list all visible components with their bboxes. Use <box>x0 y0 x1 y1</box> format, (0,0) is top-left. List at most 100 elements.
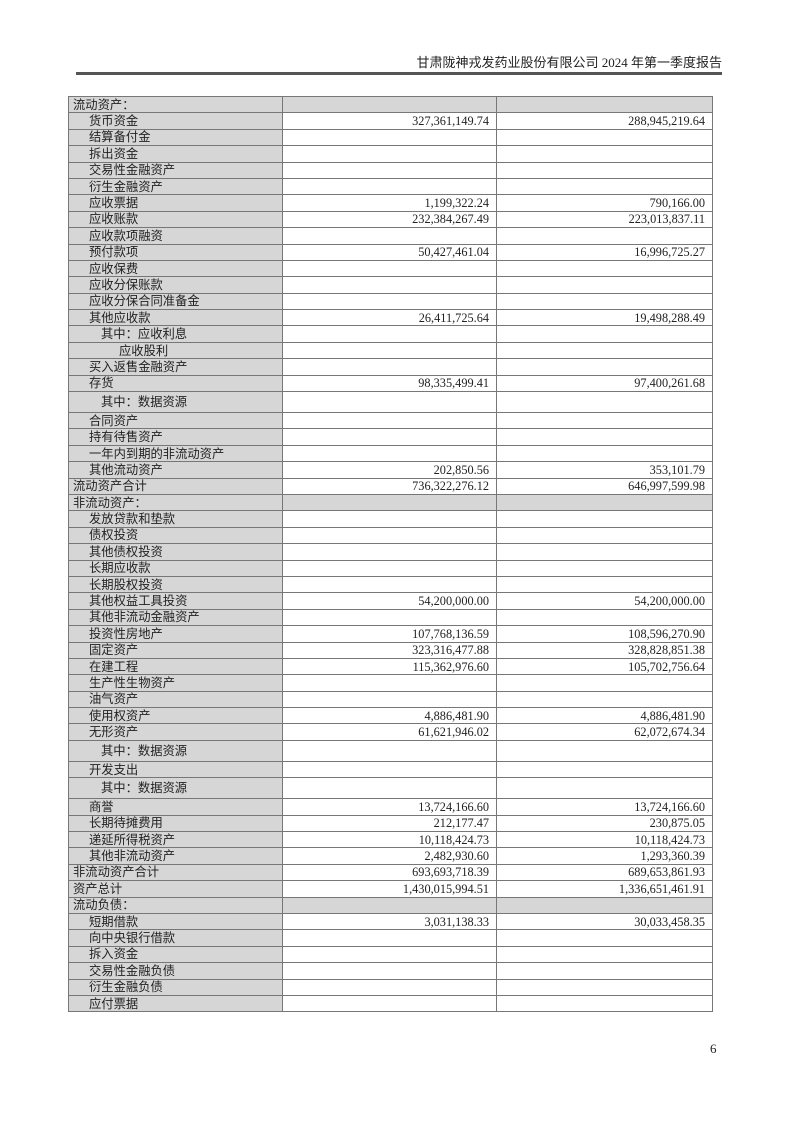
table-row: 应付票据 <box>68 994 713 1013</box>
row-label: 应收款项融资 <box>68 227 283 245</box>
row-label: 应付票据 <box>68 994 283 1013</box>
row-label: 其中：数据资源 <box>68 777 283 800</box>
prior-year-end-value: 689,653,861.93 <box>496 863 713 882</box>
row-label: 油气资产 <box>68 690 283 709</box>
row-label: 向中央银行借款 <box>68 929 283 947</box>
table-row: 长期待摊费用 212,177.47 230,875.05 <box>68 814 713 833</box>
table-row: 应收保费 <box>68 259 713 278</box>
period-end-value: 61,621,946.02 <box>282 723 497 741</box>
table-row: 其中：数据资源 <box>68 777 713 800</box>
row-label: 发放贷款和垫款 <box>68 510 283 528</box>
table-row: 应收股利 <box>68 341 713 360</box>
table-row: 应收票据 1,199,322.24 790,166.00 <box>68 194 713 212</box>
table-row: 拆入资金 <box>68 945 713 964</box>
table-row: 应收分保合同准备金 <box>68 292 713 311</box>
period-end-value <box>282 994 497 1013</box>
row-label: 应收账款 <box>68 210 283 229</box>
header-divider <box>76 72 722 75</box>
row-label: 商誉 <box>68 798 283 816</box>
period-end-value: 54,200,000.00 <box>282 592 497 610</box>
row-label: 在建工程 <box>68 657 283 676</box>
prior-year-end-value <box>496 608 713 627</box>
row-label: 预付款项 <box>68 243 283 261</box>
prior-year-end-value <box>496 412 713 430</box>
prior-year-end-value: 97,400,261.68 <box>496 374 713 393</box>
period-end-value <box>282 493 497 512</box>
row-label: 使用权资产 <box>68 707 283 725</box>
period-end-value <box>282 526 497 545</box>
prior-year-end-value <box>496 145 713 163</box>
period-end-value: 10,118,424.73 <box>282 831 497 849</box>
row-label: 递延所得税资产 <box>68 831 283 849</box>
row-label: 其他流动资产 <box>68 461 283 479</box>
row-label: 结算备付金 <box>68 128 283 147</box>
period-end-value: 1,430,015,994.51 <box>282 880 497 898</box>
row-label: 短期借款 <box>68 912 283 931</box>
prior-year-end-value <box>496 358 713 376</box>
table-row: 结算备付金 <box>68 128 713 147</box>
balance-sheet-table: 流动资产： 货币资金 327,361,149.74 288,945,219.64 结算备… <box>68 95 713 1013</box>
row-label: 其他权益工具投资 <box>68 592 283 610</box>
row-label: 其他非流动金融资产 <box>68 608 283 627</box>
prior-year-end-value <box>496 559 713 577</box>
period-end-value: 107,768,136.59 <box>282 625 497 643</box>
table-row: 非流动资产合计 693,693,718.39 689,653,861.93 <box>68 863 713 882</box>
row-label: 长期应收款 <box>68 559 283 577</box>
row-label: 流动资产合计 <box>68 477 283 495</box>
row-label: 长期股权投资 <box>68 575 283 594</box>
row-label: 其中：数据资源 <box>68 739 283 762</box>
table-row: 无形资产 61,621,946.02 62,072,674.34 <box>68 723 713 741</box>
row-label: 固定资产 <box>68 641 283 659</box>
period-end-value <box>282 428 497 446</box>
balance-sheet-body: 流动资产： 货币资金 327,361,149.74 288,945,219.64 结算备… <box>68 95 713 1013</box>
row-label: 存货 <box>68 374 283 393</box>
table-row: 在建工程 115,362,976.60 105,702,756.64 <box>68 657 713 676</box>
prior-year-end-value <box>496 510 713 528</box>
table-row: 其他非流动金融资产 <box>68 608 713 627</box>
table-row: 流动资产合计 736,322,276.12 646,997,599.98 <box>68 477 713 495</box>
period-end-value <box>282 341 497 360</box>
prior-year-end-value: 288,945,219.64 <box>496 112 713 130</box>
period-end-value <box>282 608 497 627</box>
table-row: 预付款项 50,427,461.04 16,996,725.27 <box>68 243 713 261</box>
period-end-value: 26,411,725.64 <box>282 309 497 327</box>
row-label: 其中：应收利息 <box>68 325 283 343</box>
table-row: 应收分保账款 <box>68 276 713 294</box>
table-row: 买入返售金融资产 <box>68 358 713 376</box>
prior-year-end-value: 1,336,651,461.91 <box>496 880 713 898</box>
period-end-value <box>282 412 497 430</box>
table-row: 货币资金 327,361,149.74 288,945,219.64 <box>68 112 713 130</box>
prior-year-end-value: 10,118,424.73 <box>496 831 713 849</box>
prior-year-end-value: 1,293,360.39 <box>496 847 713 865</box>
period-end-value: 323,316,477.88 <box>282 641 497 659</box>
period-end-value: 327,361,149.74 <box>282 112 497 130</box>
prior-year-end-value: 62,072,674.34 <box>496 723 713 741</box>
prior-year-end-value <box>496 292 713 311</box>
row-label: 合同资产 <box>68 412 283 430</box>
period-end-value <box>282 945 497 964</box>
prior-year-end-value <box>496 777 713 800</box>
prior-year-end-value <box>496 929 713 947</box>
prior-year-end-value <box>496 341 713 360</box>
prior-year-end-value <box>496 325 713 343</box>
table-row: 一年内到期的非流动资产 <box>68 444 713 463</box>
period-end-value <box>282 559 497 577</box>
period-end-value: 212,177.47 <box>282 814 497 833</box>
row-label: 衍生金融负债 <box>68 978 283 996</box>
prior-year-end-value <box>496 543 713 561</box>
period-end-value <box>282 177 497 196</box>
row-label: 衍生金融资产 <box>68 177 283 196</box>
period-end-value <box>282 929 497 947</box>
prior-year-end-value <box>496 161 713 179</box>
table-row: 固定资产 323,316,477.88 328,828,851.38 <box>68 641 713 659</box>
row-label: 交易性金融负债 <box>68 962 283 980</box>
table-row: 交易性金融资产 <box>68 161 713 179</box>
period-end-value <box>282 259 497 278</box>
table-row: 商誉 13,724,166.60 13,724,166.60 <box>68 798 713 816</box>
table-row: 存货 98,335,499.41 97,400,261.68 <box>68 374 713 393</box>
period-end-value: 736,322,276.12 <box>282 477 497 495</box>
row-label: 应收保费 <box>68 259 283 278</box>
row-label: 拆出资金 <box>68 145 283 163</box>
table-row: 生产性生物资产 <box>68 674 713 692</box>
row-label: 长期待摊费用 <box>68 814 283 833</box>
